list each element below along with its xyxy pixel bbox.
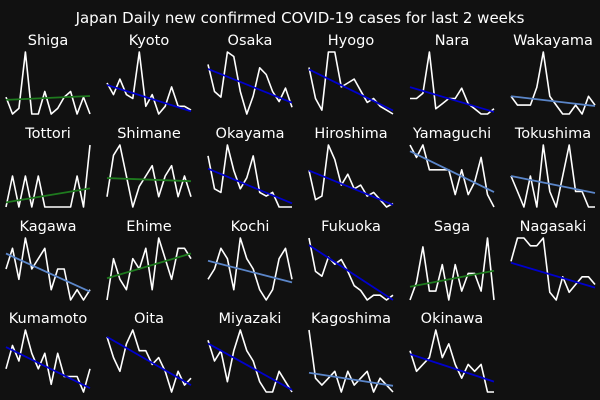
series-line-yamaguchi — [410, 145, 494, 207]
trend-line-hiroshima — [309, 171, 393, 205]
series-line-okinawa — [410, 330, 494, 392]
series-line-ehime — [107, 238, 191, 300]
panel-title-osaka: Osaka — [228, 33, 273, 49]
panel-nara: Nara — [410, 33, 494, 114]
panel-miyazaki: Miyazaki — [208, 311, 292, 392]
panel-fukuoka: Fukuoka — [309, 219, 393, 300]
trend-line-tottori — [6, 188, 90, 202]
series-line-osaka — [208, 52, 292, 114]
trend-line-oita — [107, 337, 191, 385]
panel-yamaguchi: Yamaguchi — [410, 126, 494, 207]
panel-osaka: Osaka — [208, 33, 292, 114]
panel-title-fukuoka: Fukuoka — [321, 219, 381, 235]
trend-line-hyogo — [309, 69, 393, 110]
panel-title-shimane: Shimane — [117, 126, 181, 142]
panel-nagasaki: Nagasaki — [511, 219, 595, 300]
trend-line-tokushima — [511, 176, 595, 193]
panel-title-kochi: Kochi — [231, 219, 270, 235]
panel-hyogo: Hyogo — [309, 33, 393, 114]
panel-title-nagasaki: Nagasaki — [520, 219, 587, 235]
panel-kochi: Kochi — [208, 219, 292, 300]
panel-shiga: Shiga — [6, 33, 90, 114]
panel-title-kyoto: Kyoto — [129, 33, 170, 49]
series-line-nagasaki — [511, 238, 595, 300]
panel-oita: Oita — [107, 311, 191, 392]
trend-line-miyazaki — [208, 343, 292, 390]
panel-saga: Saga — [410, 219, 494, 300]
panel-title-shiga: Shiga — [28, 33, 69, 49]
series-line-kagoshima — [309, 330, 393, 392]
series-line-kyoto — [107, 52, 191, 114]
panel-kagawa: Kagawa — [6, 219, 90, 300]
series-line-shimane — [107, 145, 191, 207]
panel-title-kumamoto: Kumamoto — [9, 311, 88, 327]
trend-line-shiga — [6, 96, 90, 100]
panel-title-yamaguchi: Yamaguchi — [412, 126, 491, 142]
panel-title-miyazaki: Miyazaki — [219, 311, 282, 327]
panel-title-hyogo: Hyogo — [328, 33, 375, 49]
panel-title-kagawa: Kagawa — [20, 219, 77, 235]
panel-kagoshima: Kagoshima — [309, 311, 393, 392]
panel-hiroshima: Hiroshima — [309, 126, 393, 207]
panel-title-saga: Saga — [434, 219, 470, 235]
panel-tokushima: Tokushima — [511, 126, 595, 207]
panel-title-okayama: Okayama — [216, 126, 285, 142]
panel-title-ehime: Ehime — [126, 219, 172, 235]
trend-line-okayama — [208, 169, 292, 204]
panel-ehime: Ehime — [107, 219, 191, 300]
series-line-tottori — [6, 145, 90, 207]
panel-kumamoto: Kumamoto — [6, 311, 90, 392]
trend-line-fukuoka — [309, 245, 393, 300]
panel-title-hiroshima: Hiroshima — [314, 126, 387, 142]
series-line-nara — [410, 52, 494, 114]
panel-wakayama: Wakayama — [511, 33, 595, 114]
panel-title-oita: Oita — [134, 311, 164, 327]
trend-line-kumamoto — [6, 347, 90, 388]
panel-title-kagoshima: Kagoshima — [311, 311, 391, 327]
series-line-tokushima — [511, 145, 595, 207]
series-line-kagawa — [6, 238, 90, 300]
panel-title-tokushima: Tokushima — [514, 126, 591, 142]
panel-title-tottori: Tottori — [24, 126, 71, 142]
panel-tottori: Tottori — [6, 126, 90, 207]
panel-okayama: Okayama — [208, 126, 292, 207]
trend-line-nara — [410, 87, 494, 112]
panel-shimane: Shimane — [107, 126, 191, 207]
panel-title-wakayama: Wakayama — [513, 33, 593, 49]
trend-line-ehime — [107, 254, 191, 279]
panel-okinawa: Okinawa — [410, 311, 494, 392]
trend-line-kyoto — [107, 85, 191, 111]
trend-line-kagawa — [6, 254, 90, 292]
trend-line-shimane — [107, 178, 191, 181]
trend-line-nagasaki — [511, 263, 595, 288]
panel-kyoto: Kyoto — [107, 33, 191, 114]
series-line-saga — [410, 238, 494, 300]
panel-title-okinawa: Okinawa — [421, 311, 484, 327]
series-line-shiga — [6, 52, 90, 114]
series-line-kochi — [208, 238, 292, 300]
panel-title-nara: Nara — [435, 33, 470, 49]
